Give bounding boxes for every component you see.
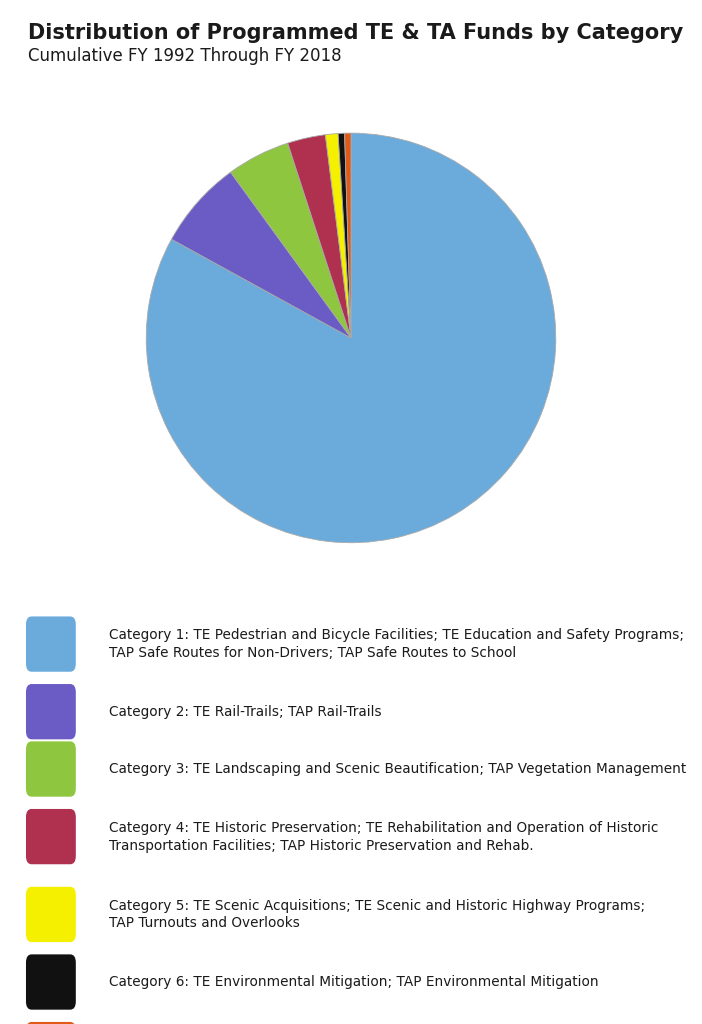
Text: Cumulative FY 1992 Through FY 2018: Cumulative FY 1992 Through FY 2018 [28, 47, 342, 66]
Wedge shape [345, 133, 351, 338]
Text: Category 1: TE Pedestrian and Bicycle Facilities; TE Education and Safety Progra: Category 1: TE Pedestrian and Bicycle Fa… [109, 628, 684, 660]
Wedge shape [338, 133, 351, 338]
Wedge shape [231, 143, 351, 338]
Wedge shape [171, 172, 351, 338]
Text: Category 3: TE Landscaping and Scenic Beautification; TAP Vegetation Management: Category 3: TE Landscaping and Scenic Be… [109, 762, 686, 776]
Text: Category 4: TE Historic Preservation; TE Rehabilitation and Operation of Histori: Category 4: TE Historic Preservation; TE… [109, 820, 658, 853]
Text: Distribution of Programmed TE & TA Funds by Category: Distribution of Programmed TE & TA Funds… [28, 23, 683, 43]
Text: Category 2: TE Rail-Trails; TAP Rail-Trails: Category 2: TE Rail-Trails; TAP Rail-Tra… [109, 705, 381, 719]
Wedge shape [325, 133, 351, 338]
Text: Category 5: TE Scenic Acquisitions; TE Scenic and Historic Highway Programs;
TAP: Category 5: TE Scenic Acquisitions; TE S… [109, 898, 645, 931]
Wedge shape [146, 133, 556, 543]
Text: Category 6: TE Environmental Mitigation; TAP Environmental Mitigation: Category 6: TE Environmental Mitigation;… [109, 975, 598, 989]
Wedge shape [288, 135, 351, 338]
